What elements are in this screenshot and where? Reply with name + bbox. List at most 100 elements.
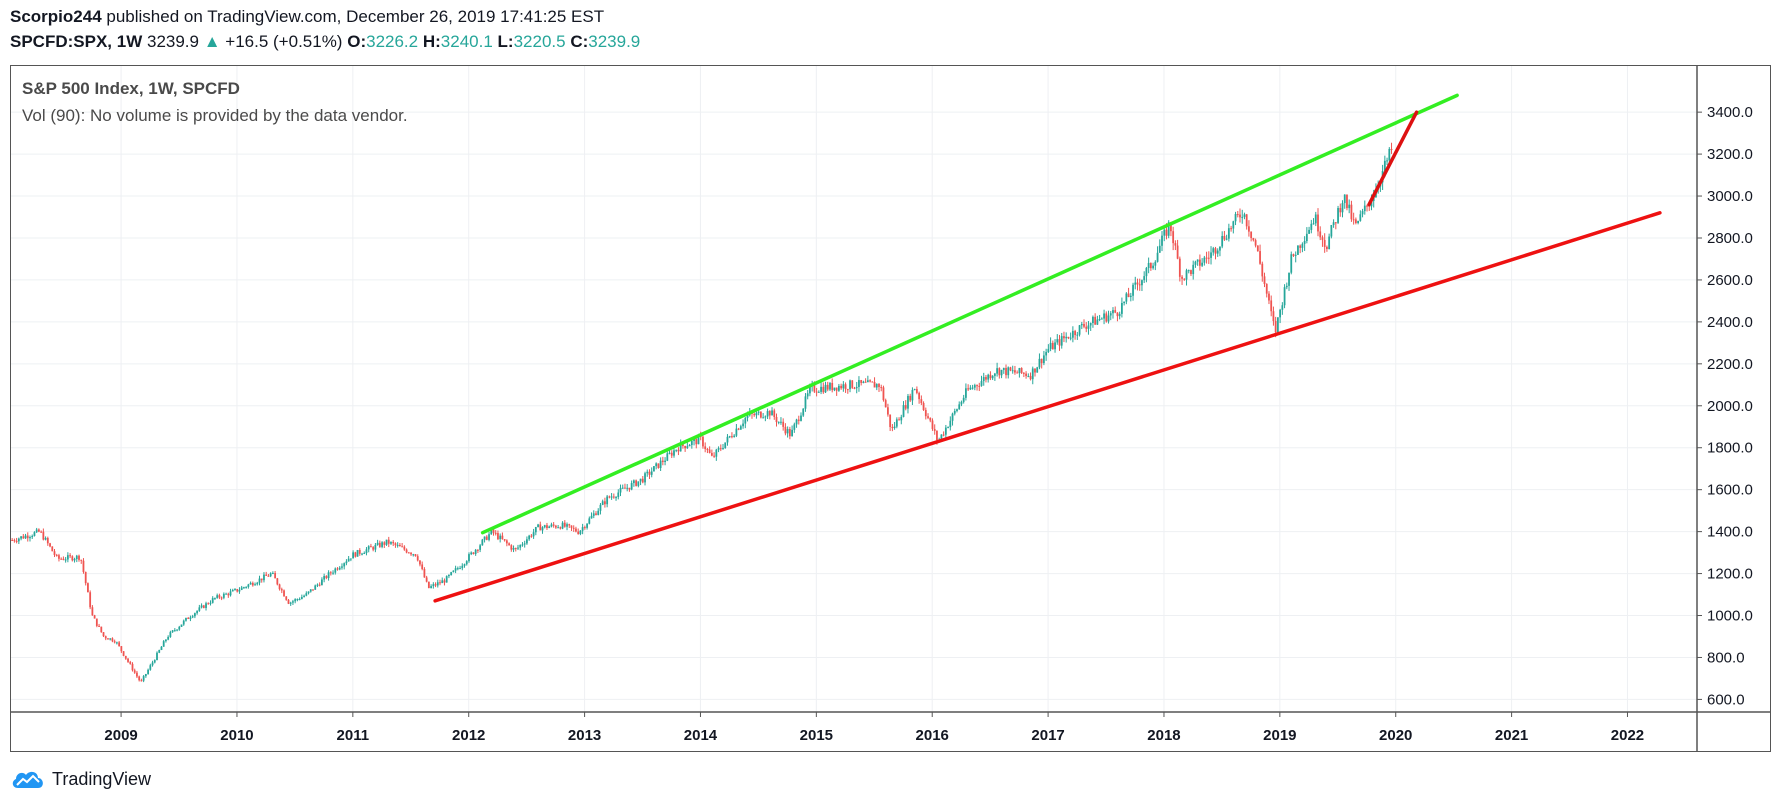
tradingview-footer[interactable]: TradingView xyxy=(10,768,151,790)
candle-body xyxy=(1029,375,1032,380)
candle-body xyxy=(965,388,967,398)
candle-body xyxy=(1109,313,1112,316)
candle-body xyxy=(731,436,733,438)
candle-body xyxy=(599,504,602,511)
candle-body xyxy=(40,531,43,533)
candle-body xyxy=(942,434,945,436)
y-tick-label: 800.0 xyxy=(1707,649,1745,666)
x-tick-label: 2020 xyxy=(1379,727,1412,744)
candle-body xyxy=(82,560,85,572)
open-label: O: xyxy=(347,32,367,51)
candle-body xyxy=(390,541,392,544)
candle-body xyxy=(1165,229,1168,236)
chart-frame[interactable] xyxy=(10,65,1771,752)
candle-body xyxy=(1334,222,1337,224)
candle-body xyxy=(826,384,829,390)
candle-body xyxy=(1092,316,1094,324)
candle-body xyxy=(1252,238,1255,241)
candle-body xyxy=(474,549,477,554)
candle-body xyxy=(122,651,125,656)
candle-body xyxy=(1276,317,1279,333)
candle-body xyxy=(612,496,615,498)
author-name[interactable]: Scorpio244 xyxy=(10,7,102,26)
candle-body xyxy=(156,652,158,661)
candle-body xyxy=(1196,259,1199,262)
candle-body xyxy=(688,444,691,447)
candle-body xyxy=(858,380,860,387)
publish-info: Scorpio244 published on TradingView.com,… xyxy=(10,7,604,27)
candle-body xyxy=(441,580,444,584)
upper-trendline xyxy=(480,93,1459,535)
candle-body xyxy=(503,539,506,541)
candle-body xyxy=(1299,245,1302,248)
candle-body xyxy=(1158,245,1161,253)
candle-body xyxy=(583,527,586,529)
candle-body xyxy=(387,539,390,544)
x-tick-label: 2015 xyxy=(800,727,833,744)
candle-body xyxy=(951,413,954,421)
candle-body xyxy=(1132,284,1134,296)
candle-body xyxy=(147,669,149,675)
candle-body xyxy=(1250,231,1253,239)
candle-body xyxy=(289,602,292,604)
candle-body xyxy=(325,576,328,579)
candle-body xyxy=(628,487,631,490)
candle-body xyxy=(1319,231,1322,238)
candle-body xyxy=(505,540,508,544)
candle-body xyxy=(109,638,112,640)
candle-body xyxy=(653,466,655,472)
candle-body xyxy=(17,538,20,542)
candle-body xyxy=(693,439,695,441)
candle-body xyxy=(844,384,847,390)
candle-body xyxy=(1120,302,1123,314)
candle-body xyxy=(216,595,219,598)
candle-body xyxy=(129,661,132,664)
candle-body xyxy=(136,672,138,677)
y-tick-label: 2200.0 xyxy=(1707,356,1753,373)
candle-body xyxy=(361,553,363,555)
candle-body xyxy=(657,463,660,468)
candle-body xyxy=(690,440,693,445)
candle-body xyxy=(759,411,762,418)
candle-body xyxy=(1259,251,1261,264)
candle-body xyxy=(62,558,65,560)
candle-body xyxy=(973,385,976,388)
candle-body xyxy=(427,581,430,588)
candle-body xyxy=(470,552,473,555)
candle-body xyxy=(111,638,114,642)
candle-body xyxy=(256,582,259,585)
candle-body xyxy=(37,529,40,532)
candle-body xyxy=(1123,301,1126,303)
candle-body xyxy=(13,540,16,542)
candle-body xyxy=(931,420,934,429)
candle-body xyxy=(1310,223,1313,230)
candle-body xyxy=(1000,369,1003,376)
candle-body xyxy=(15,540,18,542)
candle-body xyxy=(383,542,386,545)
candle-body xyxy=(285,596,288,600)
candle-body xyxy=(1272,311,1275,322)
y-tick-label: 1200.0 xyxy=(1707,566,1753,583)
candle-body xyxy=(577,531,580,534)
candle-body xyxy=(1268,293,1270,301)
candle-body xyxy=(84,571,87,584)
candle-body xyxy=(1288,272,1290,286)
candle-body xyxy=(661,460,664,462)
candle-body xyxy=(710,452,713,456)
candle-body xyxy=(673,450,675,456)
candle-body xyxy=(742,423,744,427)
candle-body xyxy=(218,595,221,598)
candle-body xyxy=(372,547,375,550)
candle-body xyxy=(113,641,116,643)
candle-body xyxy=(579,530,582,534)
candle-body xyxy=(739,426,742,430)
candle-body xyxy=(1176,245,1179,259)
candle-body xyxy=(1301,243,1304,248)
candle-body xyxy=(303,595,305,597)
candle-body xyxy=(58,555,60,559)
candle-body xyxy=(98,625,100,627)
candle-body xyxy=(1368,205,1371,207)
candle-body xyxy=(568,524,571,526)
candle-body xyxy=(550,524,553,527)
